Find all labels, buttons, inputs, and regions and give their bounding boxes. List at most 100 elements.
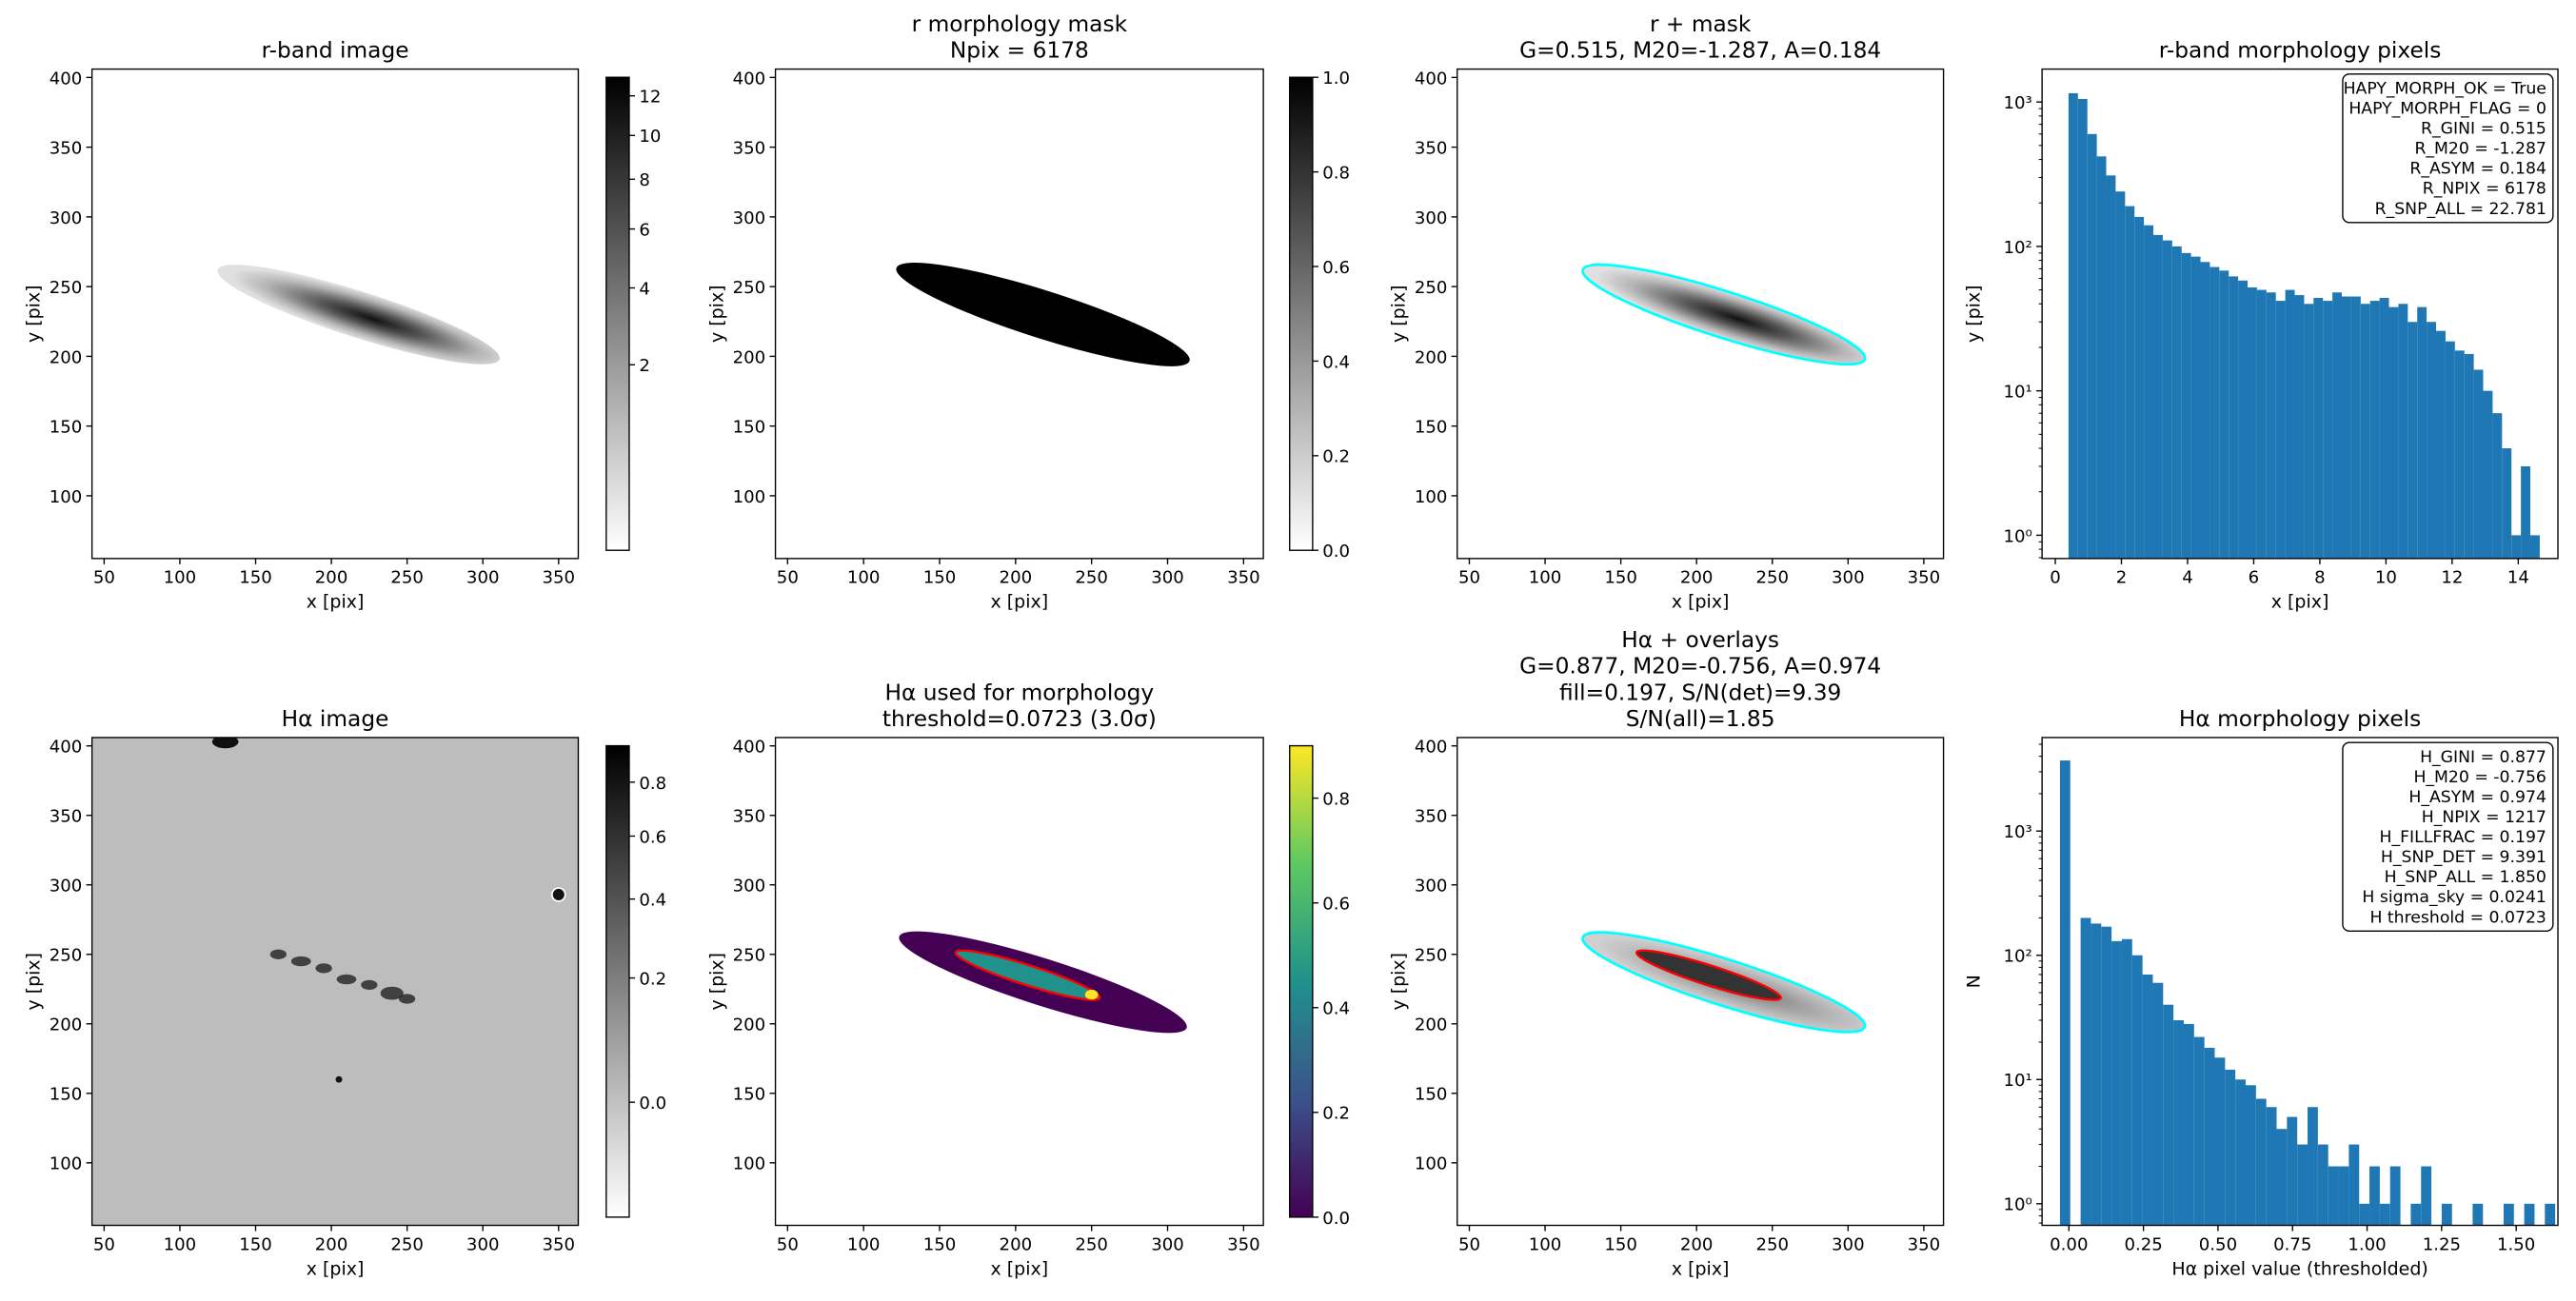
bar (2492, 413, 2503, 559)
y-axis-label: y [pix] (1964, 285, 1985, 343)
axes-frame (90, 68, 580, 560)
y-tick-label: 150 (50, 1085, 83, 1105)
y-tick-label: 150 (1415, 418, 1448, 438)
colorbar-tick-label: 0.8 (1322, 164, 1350, 184)
colorbar-tick-label: 0.8 (1322, 790, 1350, 810)
bar (2152, 982, 2164, 1226)
y-tick-label: 100 (50, 487, 83, 507)
y-axis-label: y [pix] (1389, 953, 1410, 1011)
source (211, 737, 239, 749)
stats-line: H_FILLFRAC = 0.197 (2380, 828, 2546, 847)
x-tick-label: 300 (466, 1234, 500, 1254)
bar (2545, 1203, 2556, 1226)
x-tick-label: 300 (1151, 1234, 1184, 1254)
stats-line: H_NPIX = 1217 (2422, 808, 2546, 827)
colorbar-tick-label: 8 (639, 170, 650, 190)
bar (2398, 304, 2408, 559)
y-axis-label: y [pix] (706, 953, 727, 1011)
bar (2183, 1023, 2194, 1226)
x-axis-label: x [pix] (991, 1258, 1049, 1279)
colorbar-tick-label: 0.0 (639, 1094, 666, 1114)
detection (1635, 949, 1782, 1001)
axes-frame (2041, 68, 2559, 560)
bar (2219, 270, 2229, 559)
bar (2238, 280, 2249, 559)
bar (2256, 289, 2267, 559)
x-axis-label: Hα pixel value (thresholded) (2171, 1258, 2427, 1279)
panel-title: Hα used for morphology (885, 680, 1155, 705)
bar (2473, 369, 2484, 559)
y-axis-label: N (1964, 975, 1985, 988)
plot-area (2059, 760, 2556, 1226)
colorbar (605, 76, 630, 551)
bar (2436, 330, 2446, 559)
stats-box (2342, 741, 2554, 932)
galaxy (1581, 263, 1867, 366)
y-axis-label: y [pix] (23, 953, 44, 1011)
x-tick-label: 50 (1458, 1234, 1480, 1254)
bar (2193, 1036, 2205, 1226)
panel: 50 100 150 200 250 300 350 100 150 200 250 300 350 40… (1389, 11, 1945, 613)
bar (2338, 1166, 2349, 1226)
bar (2410, 1203, 2422, 1226)
y-tick-label: 400 (1415, 69, 1448, 89)
bar (2080, 917, 2091, 1226)
bar (2111, 940, 2122, 1226)
bar (2350, 296, 2361, 559)
plot-area (899, 931, 1187, 1034)
x-tick-label: 150 (923, 568, 957, 588)
x-tick-label: 100 (847, 1234, 881, 1254)
y-tick-label: 200 (50, 347, 83, 367)
galaxy (896, 263, 1190, 366)
bar (2294, 295, 2305, 559)
axes-frame (90, 737, 580, 1227)
emission-knot (399, 994, 416, 1004)
source (551, 887, 566, 902)
y-axis-label: y [pix] (706, 285, 727, 343)
colorbar-tick-label: 0.0 (1322, 1209, 1350, 1229)
colorbar-tick-label: 0.2 (1322, 447, 1350, 467)
colorbar-tick-label: 0.4 (1322, 352, 1350, 372)
bar (2359, 1203, 2370, 1226)
y-tick-label: 300 (1415, 877, 1448, 897)
x-tick-label: 0 (2050, 568, 2061, 588)
bar (2077, 98, 2088, 559)
y-tick-label: 10¹ (2003, 383, 2031, 403)
x-tick-label: 50 (93, 1234, 115, 1254)
bar (2369, 301, 2380, 559)
x-tick-label: 350 (1908, 1234, 1941, 1254)
x-tick-label: 0.00 (2050, 1234, 2088, 1254)
y-tick-label: 250 (733, 278, 766, 298)
y-tick-label: 400 (50, 69, 83, 89)
panel-title: Npix = 6178 (950, 37, 1089, 63)
bar (2503, 1203, 2514, 1226)
x-axis-label: x [pix] (2271, 592, 2329, 613)
bar (2530, 535, 2540, 559)
bar (2360, 304, 2370, 559)
colorbar-tick-label: 0.6 (639, 827, 666, 847)
x-tick-label: 250 (1075, 568, 1108, 588)
y-tick-label: 10¹ (2003, 1071, 2031, 1091)
y-tick-label: 400 (50, 738, 83, 758)
bar (2287, 1116, 2298, 1226)
detection (954, 949, 1101, 1001)
y-tick-label: 300 (733, 208, 766, 228)
bar (2171, 246, 2182, 559)
bar (2246, 1085, 2256, 1226)
plot-area (1581, 263, 1867, 366)
bar (2142, 974, 2153, 1226)
y-tick-label: 400 (733, 738, 766, 758)
bar (2323, 301, 2333, 559)
x-tick-label: 200 (315, 568, 348, 588)
stats-line: R_M20 = -1.287 (2414, 140, 2546, 159)
bar (2483, 390, 2493, 559)
y-tick-label: 350 (733, 807, 766, 827)
x-tick-label: 100 (164, 568, 197, 588)
y-tick-label: 400 (733, 69, 766, 89)
bar (2408, 322, 2418, 559)
x-tick-label: 50 (1458, 568, 1480, 588)
colorbar (605, 744, 630, 1218)
colorbar-tick-label: 6 (639, 220, 650, 240)
bar (2313, 298, 2324, 559)
emission-knot (380, 986, 404, 1000)
